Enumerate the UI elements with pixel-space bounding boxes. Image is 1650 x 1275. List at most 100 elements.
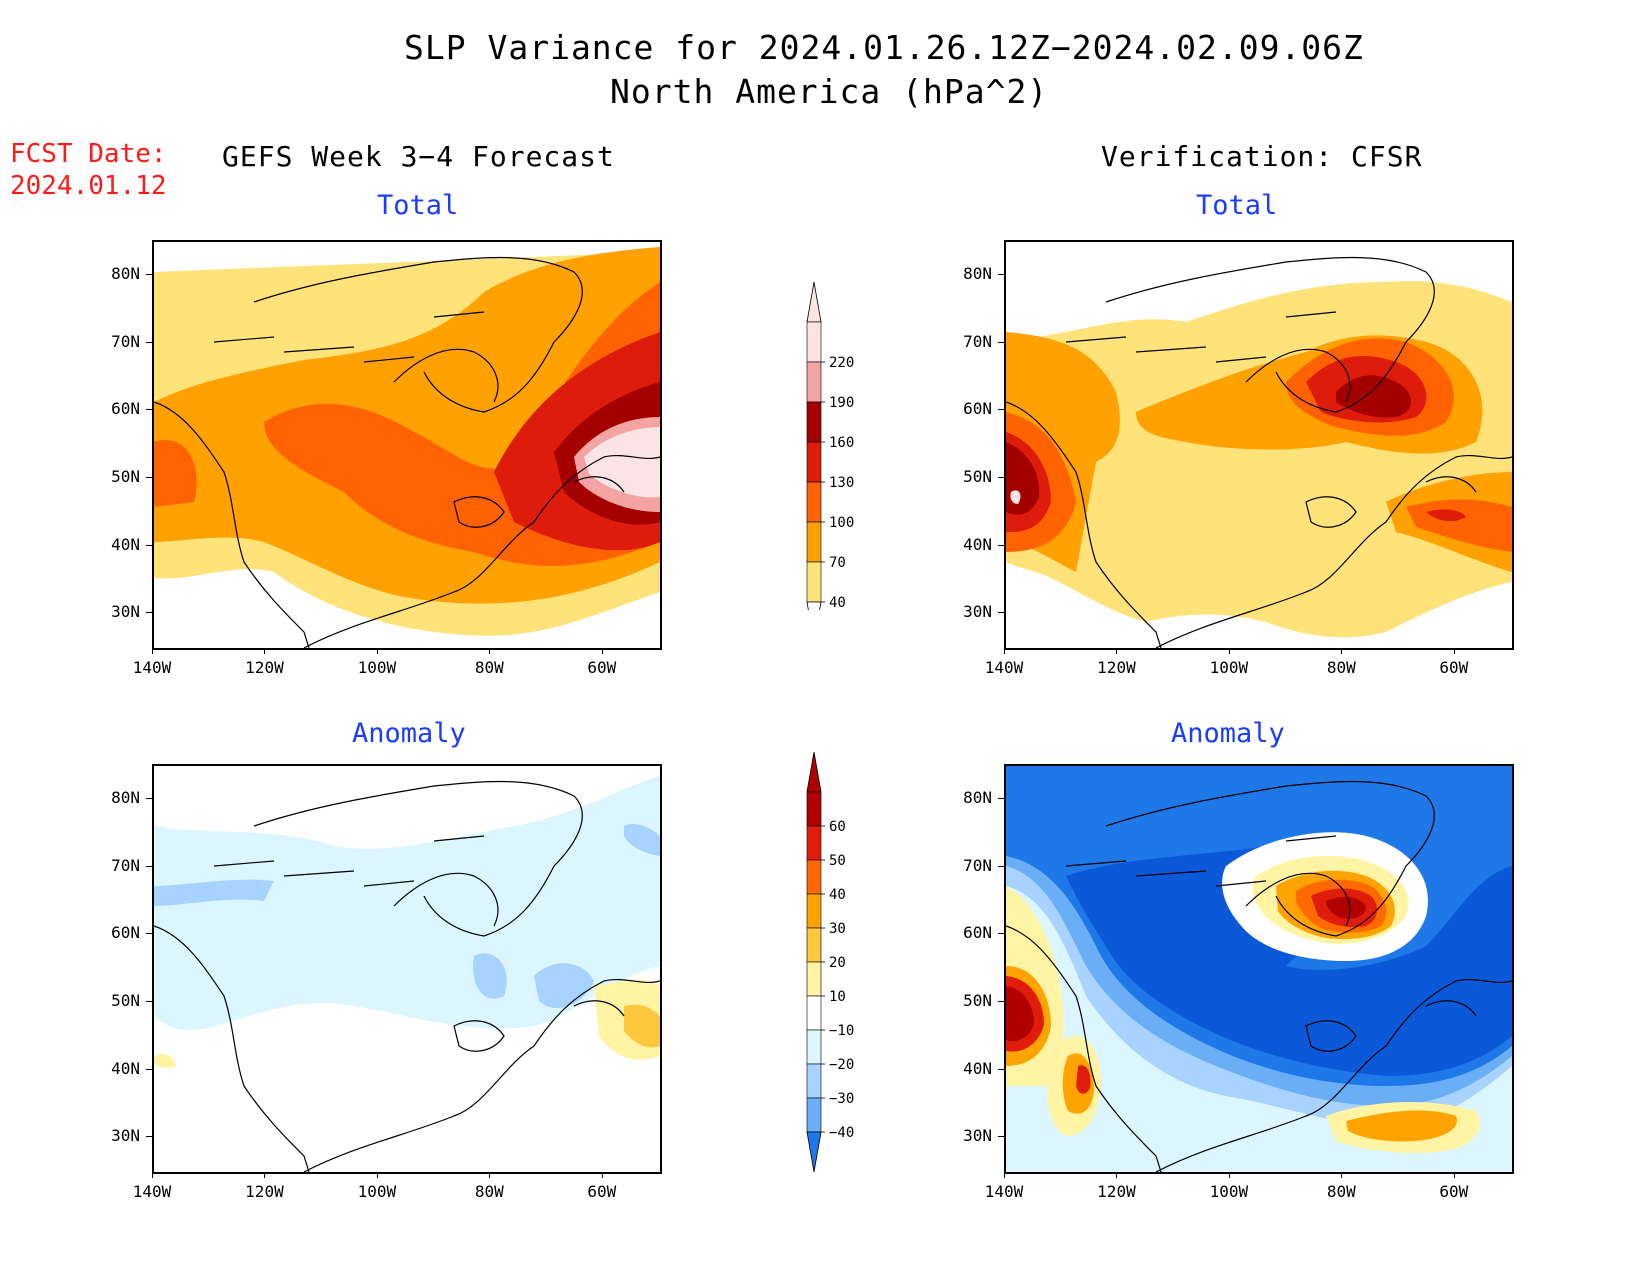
title-line-1: SLP Variance for 2024.01.26.12Z−2024.02.… bbox=[404, 28, 1364, 67]
colorbar-total-swatches: 220 190 160 130 100 70 40 bbox=[806, 281, 854, 643]
lon-tick-label: 140W bbox=[984, 1182, 1024, 1201]
lon-tick bbox=[376, 648, 378, 654]
colorbar-label: −30 bbox=[829, 1091, 854, 1107]
lat-tick-label: 40N bbox=[111, 534, 140, 554]
column-heading-forecast: GEFS Week 3−4 Forecast bbox=[222, 140, 615, 173]
lon-tick-label: 80W bbox=[474, 1182, 504, 1201]
colorbar-swatch bbox=[806, 561, 822, 603]
colorbar-swatch bbox=[806, 859, 822, 895]
lon-tick bbox=[152, 1172, 153, 1178]
fcst-date-label: FCST Date: bbox=[10, 139, 167, 169]
lat-tick-label: 30N bbox=[963, 1126, 992, 1146]
lon-tick bbox=[1116, 648, 1118, 654]
lat-tick-label: 60N bbox=[111, 399, 140, 419]
lon-tick-label: 100W bbox=[1209, 1182, 1249, 1201]
lon-tick-label: 120W bbox=[1097, 658, 1136, 677]
lat-tick bbox=[998, 933, 1004, 935]
lat-tick bbox=[146, 476, 152, 478]
colorbar-anomaly: 60 50 40 30 20 10 −10 −20 −30 −40 bbox=[795, 750, 875, 1180]
map-forecast-total bbox=[152, 240, 662, 650]
lon-tick bbox=[1228, 648, 1230, 654]
lon-tick bbox=[264, 648, 266, 654]
colorbar-label: 70 bbox=[829, 555, 846, 571]
column-heading-verification: Verification: CFSR bbox=[1101, 140, 1423, 173]
lat-tick-label: 70N bbox=[963, 855, 992, 875]
lat-tick-label: 30N bbox=[111, 1126, 140, 1146]
colorbar-swatch bbox=[806, 1097, 822, 1133]
panel-heading-forecast-anomaly: Anomaly bbox=[352, 718, 466, 749]
lat-tick-label: 40N bbox=[111, 1058, 140, 1078]
lat-tick-label: 80N bbox=[111, 787, 140, 807]
lat-tick-label: 60N bbox=[963, 923, 992, 943]
lat-tick bbox=[146, 797, 152, 799]
colorbar-swatch bbox=[806, 321, 822, 363]
lat-tick-label: 80N bbox=[111, 263, 140, 283]
lon-tick bbox=[1341, 648, 1343, 654]
lon-tick-label: 140W bbox=[132, 658, 172, 677]
lat-tick bbox=[998, 1000, 1004, 1002]
colorbar-label: 160 bbox=[829, 435, 854, 451]
lat-tick bbox=[998, 1136, 1004, 1138]
panel-heading-forecast-total: Total bbox=[377, 190, 459, 221]
colorbar-label: 60 bbox=[829, 819, 846, 835]
lat-tick-label: 80N bbox=[963, 787, 992, 807]
lat-tick bbox=[998, 409, 1004, 411]
map-verification-total bbox=[1004, 240, 1514, 650]
lat-tick bbox=[998, 797, 1004, 799]
colorbar-top-arrow bbox=[806, 281, 822, 323]
map-verification-anomaly bbox=[1004, 764, 1514, 1174]
lat-tick-label: 60N bbox=[963, 399, 992, 419]
lat-tick bbox=[146, 933, 152, 935]
colorbar-label: −10 bbox=[829, 1023, 854, 1039]
colorbar-swatch bbox=[806, 361, 822, 403]
lon-tick bbox=[601, 1172, 603, 1178]
colorbar-label: 10 bbox=[829, 989, 846, 1005]
colorbar-label: 20 bbox=[829, 955, 846, 971]
lon-tick bbox=[1116, 1172, 1118, 1178]
colorbar-bottom-arrow bbox=[806, 601, 822, 643]
panel-heading-verification-total: Total bbox=[1196, 190, 1278, 221]
lat-tick-label: 40N bbox=[963, 534, 992, 554]
lat-tick bbox=[998, 476, 1004, 478]
lon-tick-label: 60W bbox=[587, 1182, 617, 1201]
colorbar-swatch bbox=[806, 825, 822, 861]
lon-tick bbox=[1341, 1172, 1343, 1178]
lon-tick-label: 80W bbox=[474, 658, 504, 677]
lon-tick-label: 120W bbox=[245, 658, 284, 677]
lat-tick-label: 30N bbox=[111, 602, 140, 622]
panel-heading-verification-anomaly: Anomaly bbox=[1171, 718, 1285, 749]
colorbar-label: 50 bbox=[829, 853, 846, 869]
title-line-2: North America (hPa^2) bbox=[610, 72, 1049, 111]
colorbar-bottom-arrow bbox=[806, 1131, 822, 1173]
lat-tick bbox=[146, 1068, 152, 1070]
colorbar-label: −40 bbox=[829, 1125, 854, 1141]
lon-tick bbox=[1228, 1172, 1230, 1178]
lat-tick-label: 30N bbox=[963, 602, 992, 622]
lon-tick bbox=[264, 1172, 266, 1178]
lat-tick-label: 40N bbox=[963, 1058, 992, 1078]
lat-tick bbox=[998, 544, 1004, 546]
colorbar-label: 40 bbox=[829, 887, 846, 903]
lon-tick bbox=[1453, 1172, 1455, 1178]
colorbar-swatch bbox=[806, 401, 822, 443]
lat-tick-label: 60N bbox=[111, 923, 140, 943]
lon-tick-label: 100W bbox=[1209, 658, 1249, 677]
lon-tick-label: 140W bbox=[984, 658, 1024, 677]
lat-tick bbox=[146, 1000, 152, 1002]
lat-tick-label: 70N bbox=[111, 855, 140, 875]
colorbar-swatch bbox=[806, 441, 822, 483]
lat-tick bbox=[998, 865, 1004, 867]
lat-tick-label: 50N bbox=[963, 990, 992, 1010]
colorbar-swatch bbox=[806, 1063, 822, 1099]
lon-tick bbox=[1004, 648, 1005, 654]
lat-tick bbox=[146, 1136, 152, 1138]
colorbar-label: 130 bbox=[829, 475, 854, 491]
colorbar-swatch bbox=[806, 893, 822, 929]
colorbar-label: 30 bbox=[829, 921, 846, 937]
lon-tick-label: 60W bbox=[1439, 1182, 1469, 1201]
lat-tick bbox=[146, 341, 152, 343]
lat-tick-label: 70N bbox=[111, 331, 140, 351]
lon-tick bbox=[489, 648, 491, 654]
lon-tick-label: 80W bbox=[1326, 658, 1356, 677]
lat-tick bbox=[146, 612, 152, 614]
